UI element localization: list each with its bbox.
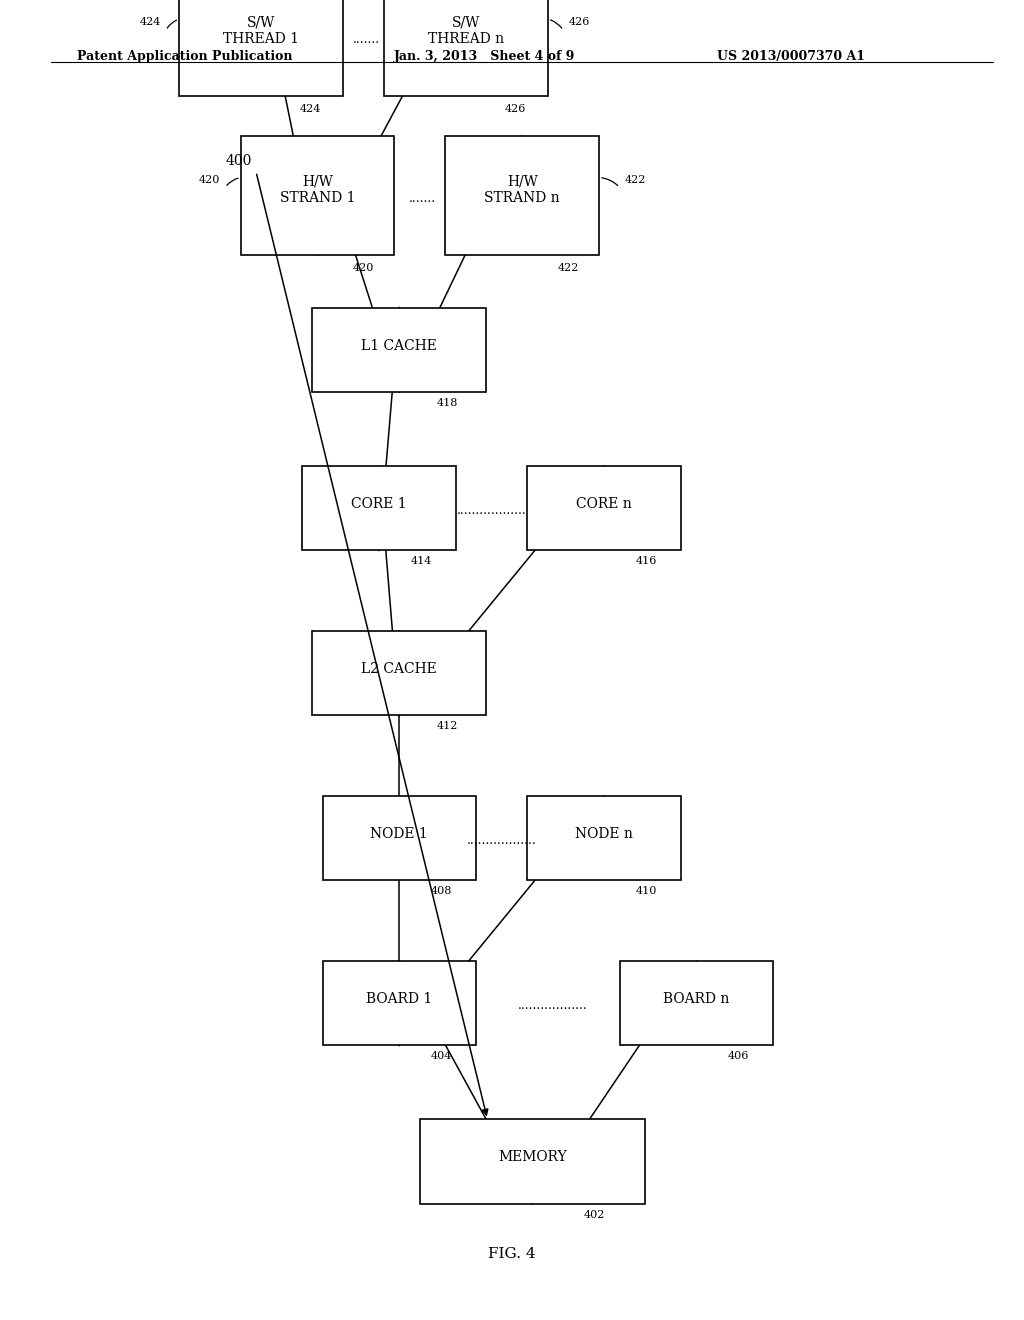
Bar [302,466,456,550]
Text: 422: 422 [558,263,579,273]
Text: 406: 406 [728,1052,750,1061]
Text: 402: 402 [584,1210,605,1220]
Text: 426: 426 [568,17,590,28]
Text: ..................: .................. [467,834,537,847]
Bar [384,0,548,96]
Text: 400: 400 [225,154,252,168]
Text: MEMORY: MEMORY [498,1150,567,1164]
Bar [620,961,773,1045]
Text: ..................: .................. [457,504,526,517]
Text: 422: 422 [625,174,646,185]
Bar [527,466,681,550]
Text: S/W
THREAD 1: S/W THREAD 1 [223,16,299,46]
Text: 416: 416 [636,557,657,566]
Text: 412: 412 [436,722,458,731]
Text: .......: ....... [353,33,380,46]
Text: 414: 414 [411,557,432,566]
Text: 418: 418 [436,399,458,408]
Text: 410: 410 [636,887,657,896]
Bar [420,1119,645,1204]
Text: 424: 424 [139,17,161,28]
Text: .......: ....... [410,191,436,205]
Bar [445,136,599,255]
Bar [241,136,394,255]
Text: FIG. 4: FIG. 4 [488,1247,536,1261]
Bar [312,308,486,392]
Bar [179,0,343,96]
Text: ..................: .................. [518,999,588,1012]
Bar [527,796,681,880]
Text: S/W
THREAD n: S/W THREAD n [428,16,504,46]
Text: L2 CACHE: L2 CACHE [361,661,437,676]
Text: 420: 420 [199,174,220,185]
Text: CORE 1: CORE 1 [351,496,407,511]
Text: L1 CACHE: L1 CACHE [361,338,437,352]
Text: BOARD 1: BOARD 1 [367,991,432,1006]
Text: H/W
STRAND n: H/W STRAND n [484,174,560,205]
Text: 408: 408 [431,887,453,896]
Text: US 2013/0007370 A1: US 2013/0007370 A1 [717,50,865,63]
Text: 404: 404 [431,1052,453,1061]
Text: 420: 420 [353,263,374,273]
Text: NODE 1: NODE 1 [371,826,428,841]
Text: NODE n: NODE n [575,826,633,841]
Text: BOARD n: BOARD n [664,991,729,1006]
Text: 426: 426 [505,104,525,115]
Bar [323,796,476,880]
Bar [323,961,476,1045]
Text: Patent Application Publication: Patent Application Publication [77,50,292,63]
Text: Jan. 3, 2013   Sheet 4 of 9: Jan. 3, 2013 Sheet 4 of 9 [394,50,575,63]
Bar [312,631,486,715]
Text: CORE n: CORE n [577,496,632,511]
Text: 424: 424 [300,104,321,115]
Text: H/W
STRAND 1: H/W STRAND 1 [280,174,355,205]
